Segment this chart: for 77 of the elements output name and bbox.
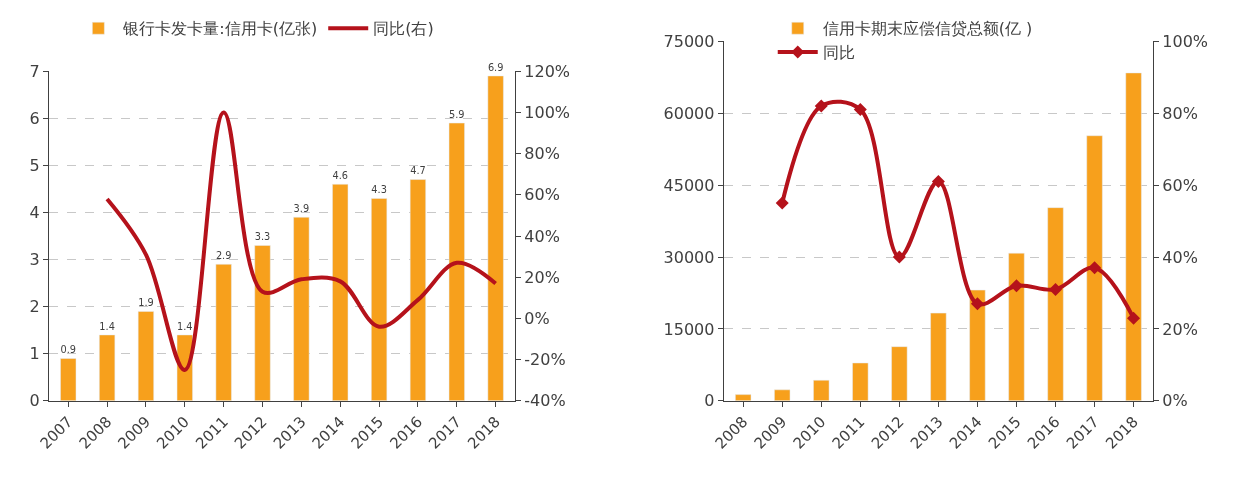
point bbox=[1009, 279, 1023, 293]
legend-label: 银行卡发卡量:信用卡(亿张) bbox=[122, 19, 318, 39]
data-label: 4.3 bbox=[371, 184, 387, 196]
bar bbox=[735, 394, 752, 401]
y-tick-label: 2 bbox=[29, 297, 40, 317]
y-tick-label: 30000 bbox=[663, 247, 715, 267]
bar bbox=[813, 379, 830, 401]
y2-tick-label: 40% bbox=[524, 226, 560, 246]
y2-tick-label: 0% bbox=[1162, 391, 1188, 411]
y-tick-label: 6 bbox=[29, 108, 40, 128]
y2-tick-label: 80% bbox=[524, 144, 560, 164]
y2-tick-label: -40% bbox=[524, 391, 566, 411]
point bbox=[775, 196, 789, 210]
point bbox=[1127, 311, 1141, 325]
y2-tick-label: 120% bbox=[524, 61, 571, 81]
bar bbox=[852, 362, 869, 401]
y-tick-label: 15000 bbox=[663, 319, 715, 339]
y2-tick-label: 100% bbox=[524, 103, 571, 123]
data-label: 0.9 bbox=[60, 344, 76, 356]
legend-label: 信用卡期末应偿信贷总额(亿 ) bbox=[822, 19, 1033, 39]
y-tick-label: 0 bbox=[704, 391, 715, 411]
bar bbox=[254, 245, 271, 401]
y-tick-label: 3 bbox=[29, 250, 40, 270]
data-label: 1.4 bbox=[177, 320, 193, 332]
y2-tick-label: -20% bbox=[524, 350, 566, 370]
data-label: 3.9 bbox=[293, 202, 310, 214]
data-label: 4.7 bbox=[410, 165, 426, 177]
bar bbox=[293, 216, 310, 401]
bar bbox=[448, 122, 465, 401]
bar bbox=[1047, 207, 1064, 401]
data-label: 1.9 bbox=[138, 297, 154, 309]
data-label: 4.6 bbox=[332, 169, 348, 181]
data-label: 5.9 bbox=[449, 108, 465, 120]
point bbox=[1088, 261, 1102, 275]
bar bbox=[774, 389, 791, 401]
bar bbox=[332, 184, 349, 401]
point bbox=[892, 250, 906, 264]
y-tick-label: 4 bbox=[29, 203, 40, 223]
y-tick-label: 75000 bbox=[663, 31, 715, 51]
point bbox=[970, 297, 984, 311]
bar bbox=[60, 358, 77, 401]
bar bbox=[930, 312, 947, 401]
y-tick-label: 7 bbox=[29, 61, 40, 81]
bar bbox=[1008, 252, 1025, 401]
y2-tick-label: 0% bbox=[524, 309, 550, 329]
legend-label: 同比(右) bbox=[373, 19, 434, 39]
y-tick-label: 1 bbox=[29, 344, 40, 364]
point bbox=[853, 103, 867, 117]
bar bbox=[215, 264, 232, 401]
legend-label: 同比 bbox=[822, 43, 855, 63]
y2-tick-label: 40% bbox=[1162, 247, 1198, 267]
data-label: 3.3 bbox=[254, 231, 271, 243]
bar bbox=[487, 75, 504, 401]
bar bbox=[371, 198, 388, 401]
y-tick-label: 45000 bbox=[663, 175, 715, 195]
bar bbox=[99, 334, 116, 401]
point bbox=[814, 99, 828, 113]
bar bbox=[1125, 72, 1142, 401]
point bbox=[1049, 282, 1063, 296]
bar bbox=[409, 179, 426, 401]
y-tick-label: 60000 bbox=[663, 103, 715, 123]
data-label: 1.4 bbox=[99, 320, 115, 332]
y-tick-label: 5 bbox=[29, 156, 40, 176]
y-tick-label: 0 bbox=[29, 391, 40, 411]
y2-tick-label: 80% bbox=[1162, 103, 1198, 123]
bar bbox=[1086, 135, 1103, 401]
y2-tick-label: 60% bbox=[524, 185, 560, 205]
y2-tick-label: 20% bbox=[1162, 319, 1198, 339]
point bbox=[931, 175, 945, 189]
bar bbox=[137, 311, 154, 401]
bar bbox=[891, 346, 908, 401]
y2-tick-label: 100% bbox=[1162, 31, 1209, 51]
data-label: 6.9 bbox=[487, 61, 504, 73]
y2-tick-label: 60% bbox=[1162, 175, 1198, 195]
y2-tick-label: 20% bbox=[524, 267, 560, 287]
bar bbox=[969, 289, 986, 401]
data-label: 2.9 bbox=[215, 250, 232, 261]
